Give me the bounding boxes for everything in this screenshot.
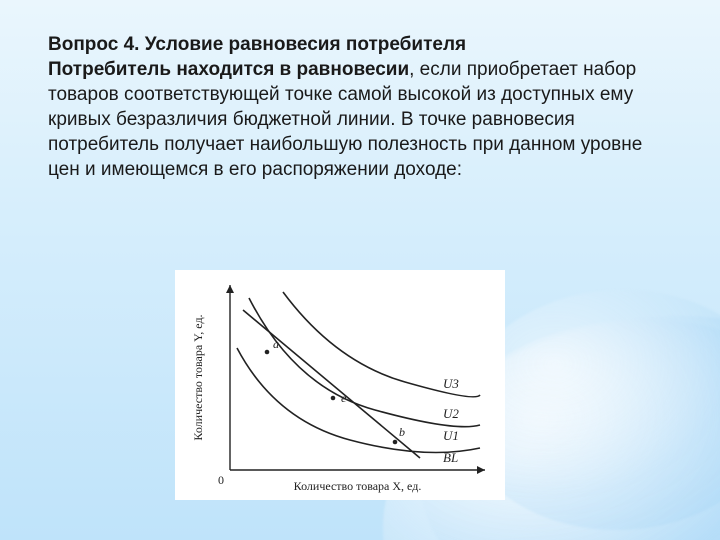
text-block: Вопрос 4. Условие равновесия потребителя… <box>48 32 668 182</box>
svg-text:Количество товара X, ед.: Количество товара X, ед. <box>294 479 422 493</box>
axis-labels: 0 Количество товара X, ед. Количество това… <box>191 314 421 493</box>
slide: Вопрос 4. Условие равновесия потребителя… <box>0 0 720 540</box>
svg-text:0: 0 <box>218 473 224 487</box>
body-paragraph: Потребитель находится в равновесии, если… <box>48 57 668 182</box>
svg-text:U2: U2 <box>443 406 459 421</box>
svg-text:U1: U1 <box>443 428 459 443</box>
svg-text:a: a <box>273 337 279 351</box>
heading: Вопрос 4. Условие равновесия потребителя <box>48 32 668 57</box>
svg-text:Количество товара Y, ед.: Количество товара Y, ед. <box>191 314 205 440</box>
svg-text:b: b <box>399 425 405 439</box>
indifference-curves: U1 U2 U3 <box>237 292 480 453</box>
svg-text:e: e <box>341 391 347 405</box>
chart-svg: BL U1U2U3 aeb 0Количество товара X, ед.К… <box>175 270 505 500</box>
svg-text:U3: U3 <box>443 376 459 391</box>
lead-bold: Потребитель находится в равновесии <box>48 59 409 80</box>
equilibrium-chart: BL U1U2U3 aeb 0Количество товара X, ед.К… <box>175 270 505 500</box>
